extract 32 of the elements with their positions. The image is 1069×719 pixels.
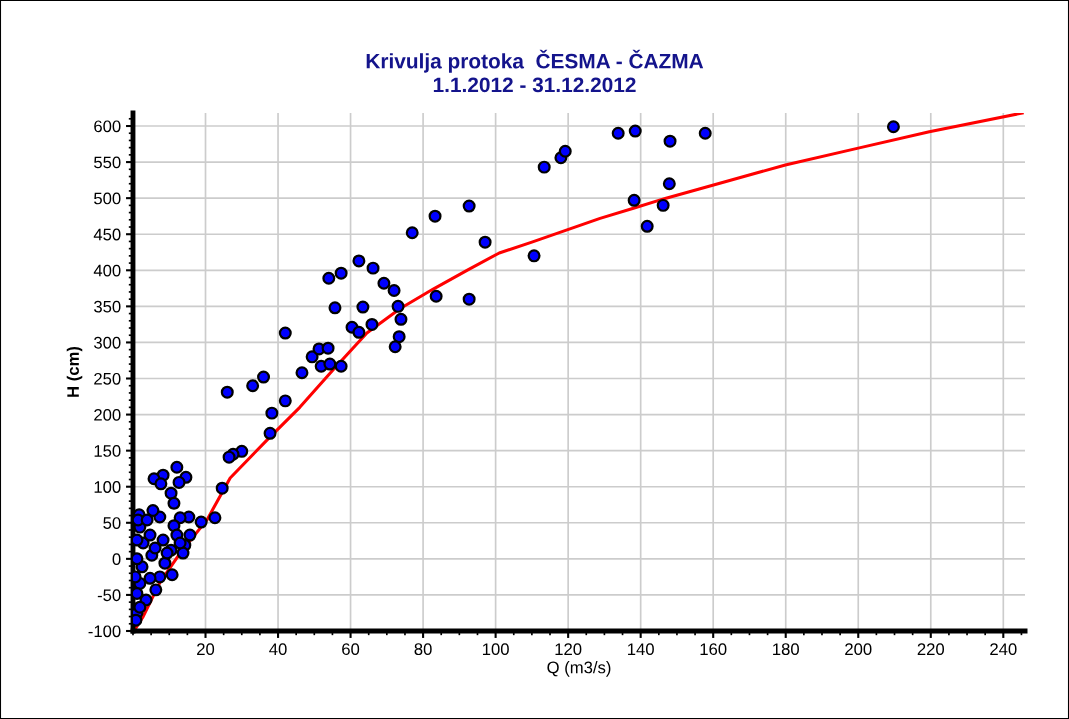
y-tick-label: 550	[94, 156, 121, 169]
x-tick-label: 120	[555, 643, 582, 656]
x-tick-label: 140	[628, 643, 654, 656]
y-tick-label: 150	[94, 445, 121, 457]
y-tick-label: 350	[94, 300, 121, 313]
x-axis-title: Q (m3/s)	[547, 661, 611, 677]
chart-subtitle: 1.1.2012 - 31.12.2012	[433, 77, 636, 93]
y-tick-label: -100	[88, 625, 121, 638]
x-tick-label: 20	[197, 643, 215, 656]
line-series	[133, 113, 1024, 631]
y-axis-title: H (cm)	[66, 346, 83, 397]
y-tick-label: 500	[94, 192, 121, 205]
y-tick-label: 50	[103, 517, 121, 529]
y-tick-label: -50	[97, 589, 121, 602]
x-tick-label: 180	[773, 643, 799, 656]
x-tick-label: 60	[342, 643, 360, 656]
chart-title: Krivulja protoka ČESMA - ČAZMA	[366, 49, 704, 73]
x-tick-label: 160	[700, 643, 727, 656]
y-tick-label: 0	[112, 553, 121, 566]
y-tick-label: 100	[94, 481, 121, 493]
x-tick-label: 220	[917, 643, 945, 656]
x-tick-label: 80	[414, 643, 432, 656]
y-tick-label: 300	[94, 336, 121, 349]
x-tick-label: 240	[990, 643, 1017, 656]
y-tick-label: 400	[93, 264, 121, 277]
x-tick-label: 40	[269, 643, 287, 656]
y-tick-label: 450	[93, 228, 121, 241]
x-tick-label: 200	[845, 643, 872, 656]
y-tick-label: 200	[94, 408, 121, 421]
y-tick-label: 600	[94, 120, 121, 133]
y-tick-label: 250	[94, 372, 121, 385]
x-tick-label: 100	[482, 643, 509, 656]
